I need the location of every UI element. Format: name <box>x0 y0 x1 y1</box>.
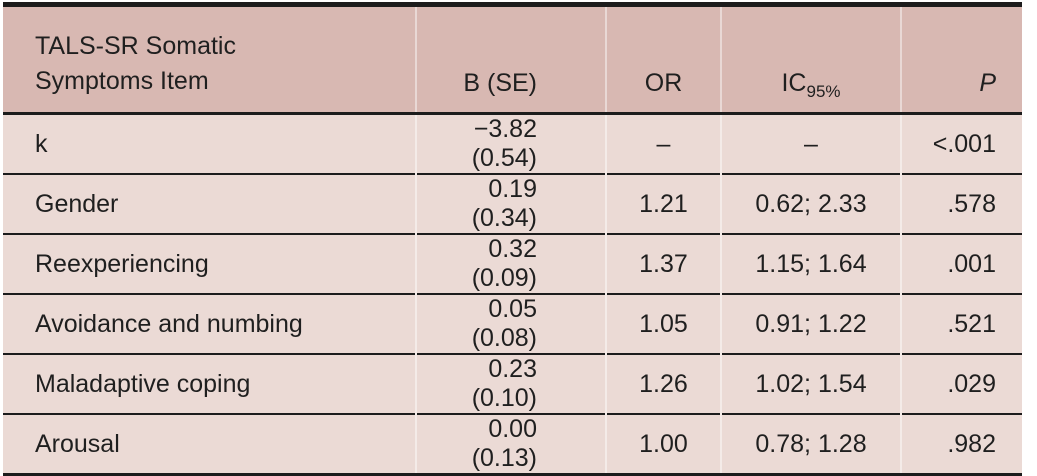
col-header-p: P <box>900 4 1022 114</box>
cell-p: .578 <box>900 174 1022 234</box>
cell-or: 1.00 <box>605 414 721 475</box>
cell-item: Gender <box>3 174 416 234</box>
cell-item: k <box>3 113 416 174</box>
cell-b-se: 0.05 (0.08) <box>415 294 606 354</box>
cell-b-se: 0.23 (0.10) <box>415 354 606 414</box>
cell-or: – <box>605 113 721 174</box>
cell-p: .982 <box>900 414 1022 475</box>
cell-ic95: 1.15; 1.64 <box>720 234 901 294</box>
cell-or: 1.37 <box>605 234 721 294</box>
cell-or: 1.26 <box>605 354 721 414</box>
cell-ic95: 0.78; 1.28 <box>720 414 901 475</box>
cell-ic95: – <box>720 113 901 174</box>
cell-or: 1.05 <box>605 294 721 354</box>
cell-b-se: 0.19 (0.34) <box>415 174 606 234</box>
regression-results-table: TALS-SR Somatic Symptoms Item B (SE) OR … <box>3 2 1022 476</box>
cell-ic95: 0.62; 2.33 <box>720 174 901 234</box>
col-header-ic95: IC95% <box>720 4 901 114</box>
col-header-ic-subscript: 95% <box>806 82 841 101</box>
col-header-ic-base: IC <box>781 69 807 97</box>
table-row-k: k −3.82 (0.54) – – <.001 <box>3 113 1022 174</box>
col-header-or: OR <box>605 4 721 114</box>
table-header: TALS-SR Somatic Symptoms Item B (SE) OR … <box>3 4 1022 114</box>
col-header-item-line1: TALS-SR Somatic <box>35 32 236 60</box>
cell-p: .029 <box>900 354 1022 414</box>
table-row-arousal: Arousal 0.00 (0.13) 1.00 0.78; 1.28 .982 <box>3 414 1022 475</box>
cell-p: <.001 <box>900 113 1022 174</box>
cell-b-se: 0.32 (0.09) <box>415 234 606 294</box>
col-header-item-line2: Symptoms Item <box>35 66 209 95</box>
cell-p: .521 <box>900 294 1022 354</box>
table-row-avoidance: Avoidance and numbing 0.05 (0.08) 1.05 0… <box>3 294 1022 354</box>
col-header-b-se: B (SE) <box>415 4 606 114</box>
table-body: k −3.82 (0.54) – – <.001 Gender 0.19 (0.… <box>3 113 1022 475</box>
cell-p: .001 <box>900 234 1022 294</box>
table-row-maladaptive-coping: Maladaptive coping 0.23 (0.10) 1.26 1.02… <box>3 354 1022 414</box>
cell-b-se: 0.00 (0.13) <box>415 414 606 475</box>
cell-item: Arousal <box>3 414 416 475</box>
cell-or: 1.21 <box>605 174 721 234</box>
header-row: TALS-SR Somatic Symptoms Item B (SE) OR … <box>3 4 1022 114</box>
table-row-reexperiencing: Reexperiencing 0.32 (0.09) 1.37 1.15; 1.… <box>3 234 1022 294</box>
cell-item: Maladaptive coping <box>3 354 416 414</box>
cell-item: Reexperiencing <box>3 234 416 294</box>
cell-item: Avoidance and numbing <box>3 294 416 354</box>
cell-ic95: 0.91; 1.22 <box>720 294 901 354</box>
table-row-gender: Gender 0.19 (0.34) 1.21 0.62; 2.33 .578 <box>3 174 1022 234</box>
cell-b-se: −3.82 (0.54) <box>415 113 606 174</box>
col-header-item: TALS-SR Somatic Symptoms Item <box>3 4 416 114</box>
cell-ic95: 1.02; 1.54 <box>720 354 901 414</box>
